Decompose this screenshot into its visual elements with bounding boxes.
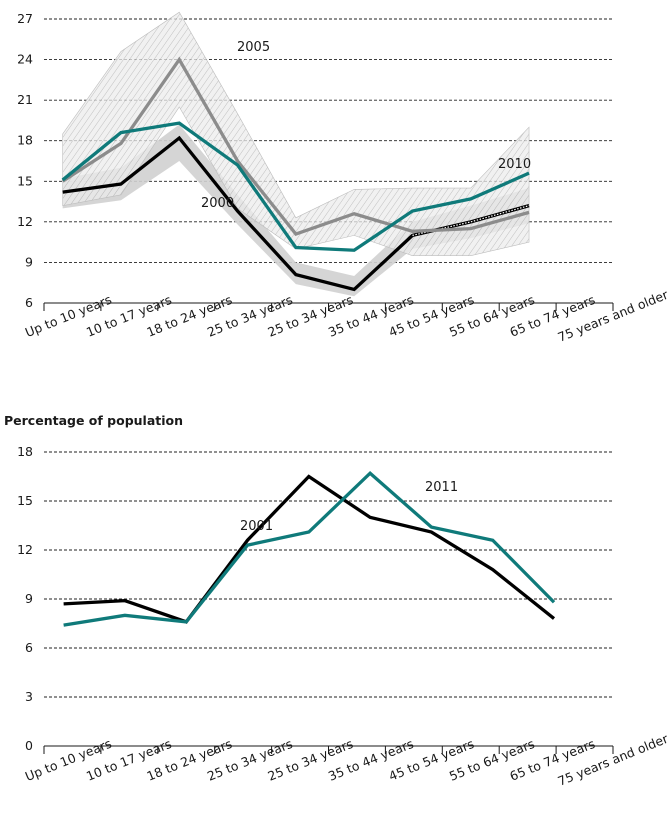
series-line-overlay — [412, 205, 530, 236]
series-line-2001 — [63, 474, 556, 624]
series-label-2001: 2001 — [240, 519, 273, 534]
y-tick-label: 15 — [17, 493, 33, 508]
y-tick-label: 3 — [25, 689, 33, 704]
y-tick-label: 18 — [17, 444, 33, 459]
y-tick-label: 6 — [25, 295, 33, 310]
confidence-band — [62, 11, 530, 256]
y-tick-label: 27 — [17, 11, 33, 26]
series-line-2011 — [63, 470, 556, 627]
chart-title: Percentage of population — [4, 413, 183, 428]
y-tick-label: 6 — [25, 640, 33, 655]
y-tick-label: 18 — [17, 133, 33, 148]
series-label-2010: 2010 — [498, 157, 531, 172]
x-tick-label: 75 years and older — [555, 731, 670, 789]
series-line-2010 — [61, 121, 530, 252]
y-tick-label: 0 — [25, 738, 33, 753]
y-tick-label: 9 — [25, 591, 33, 606]
series-label-2011: 2011 — [425, 480, 458, 495]
y-tick-label: 24 — [17, 52, 33, 67]
series-label-2000: 2000 — [201, 196, 234, 211]
y-tick-label: 15 — [17, 173, 33, 188]
y-tick-label: 12 — [17, 214, 33, 229]
y-tick-label: 12 — [17, 542, 33, 557]
series-label-2005: 2005 — [237, 40, 270, 55]
x-tick-label: 75 years and older — [555, 287, 670, 345]
y-tick-label: 9 — [25, 254, 33, 269]
y-tick-label: 21 — [17, 92, 33, 107]
series-line-2005 — [61, 56, 530, 236]
